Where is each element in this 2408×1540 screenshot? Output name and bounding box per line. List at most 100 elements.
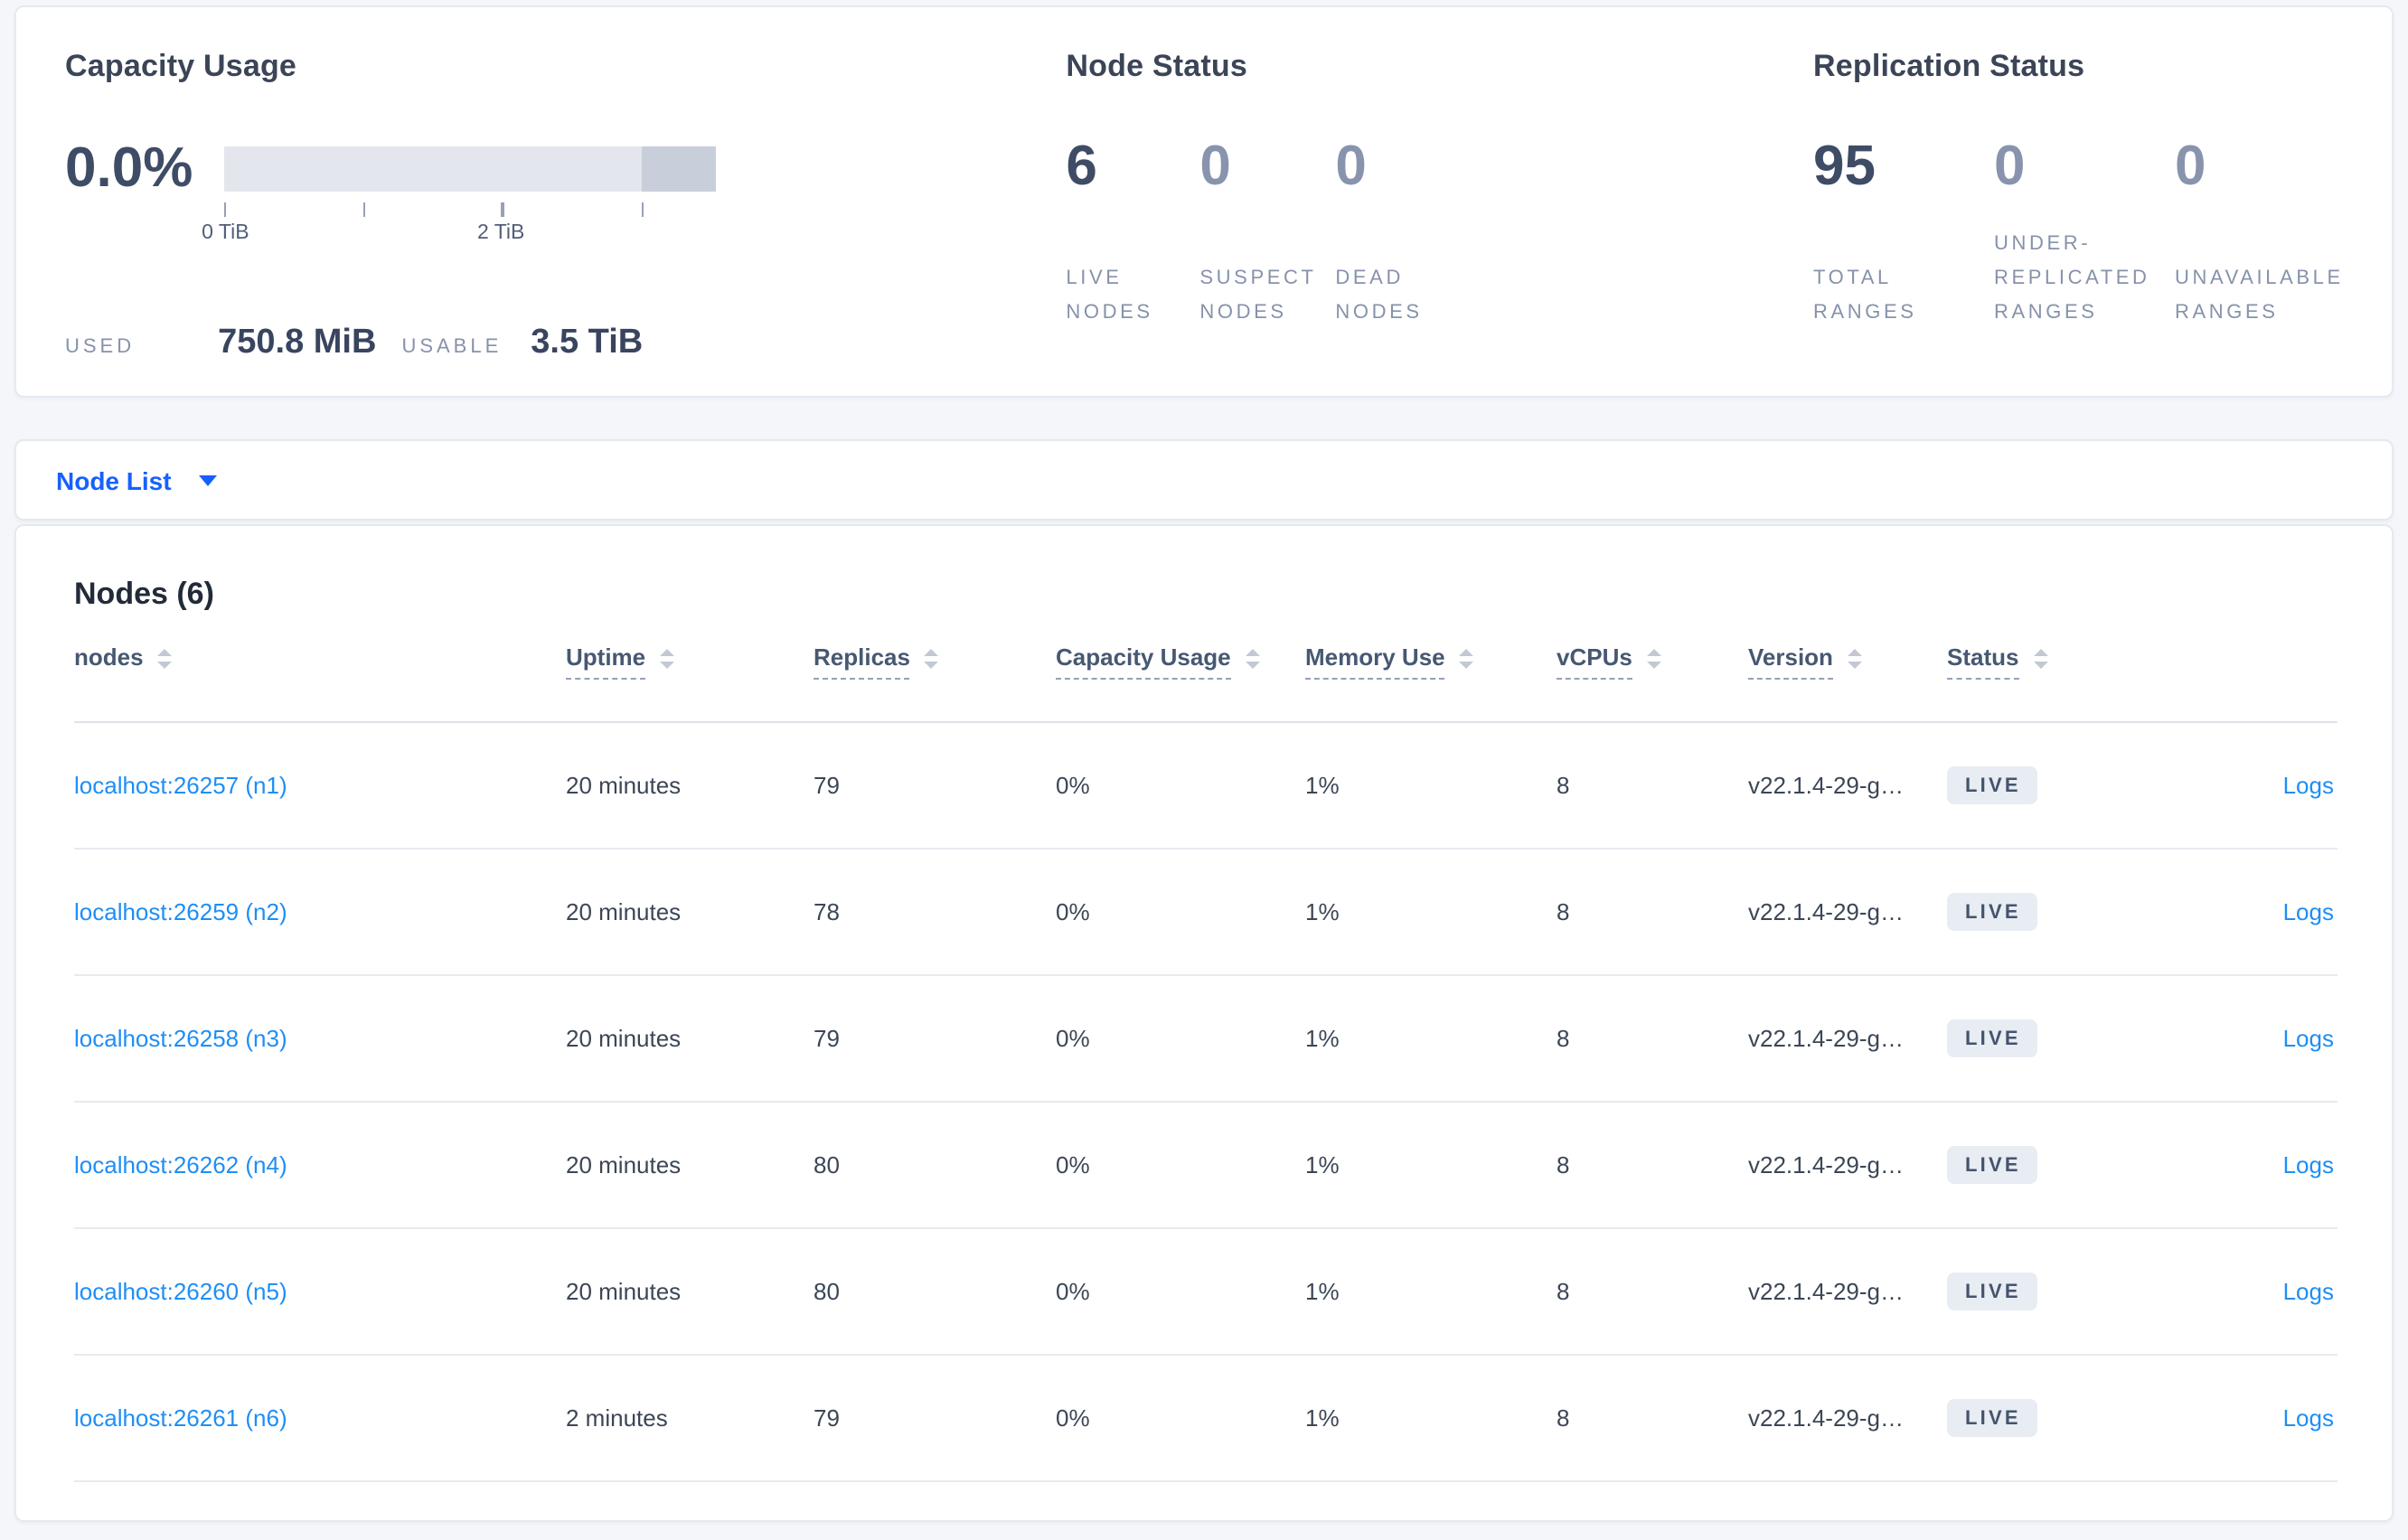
table-row: localhost:26258 (n3) 20 minutes 79 0% 1% 8 v22… — [74, 976, 2337, 1103]
logs-link[interactable]: Logs — [2282, 1151, 2334, 1178]
version-cell: v22.1.4-29-g… — [1748, 1151, 1904, 1178]
sort-icon[interactable] — [2033, 649, 2048, 668]
column-header-label[interactable]: Capacity Usage — [1056, 643, 1231, 680]
capacity-usage-cell: 0% — [1056, 772, 1090, 799]
total-ranges-label: TOTAL RANGES — [1813, 268, 1917, 324]
version-cell: v22.1.4-29-g… — [1748, 898, 1904, 925]
sort-icon[interactable] — [1847, 649, 1862, 668]
capacity-usage-cell: 0% — [1056, 1404, 1090, 1432]
status-cell: LIVE — [1947, 1146, 2135, 1184]
nodes-panel: Nodes (6) nodes Uptime Replicas Capacity Us… — [14, 524, 2394, 1522]
uptime-cell: 20 minutes — [566, 1278, 682, 1305]
sort-icon[interactable] — [1646, 649, 1661, 668]
memory-use-cell: 1% — [1305, 1151, 1340, 1178]
column-header-capacity[interactable]: Capacity Usage — [1056, 643, 1305, 680]
memory-use-cell: 1% — [1305, 1278, 1340, 1305]
node-cell: localhost:26259 (n2) — [74, 898, 566, 925]
node-link[interactable]: localhost:26260 (n5) — [74, 1278, 287, 1305]
replicas-cell: 80 — [814, 1278, 840, 1305]
node-list-dropdown[interactable]: Node List — [14, 439, 2394, 521]
vcpus-cell: 8 — [1557, 1025, 1570, 1052]
node-link[interactable]: localhost:26261 (n6) — [74, 1404, 287, 1432]
logs-link[interactable]: Logs — [2282, 898, 2334, 925]
node-status-title: Node Status — [1066, 49, 1247, 83]
chevron-down-icon — [198, 474, 217, 485]
usable-label: USABLE — [401, 336, 503, 358]
capacity-usage-cell: 0% — [1056, 1025, 1090, 1052]
sort-icon[interactable] — [1459, 649, 1474, 668]
column-header-label[interactable]: nodes — [74, 643, 144, 671]
column-header-label[interactable]: Replicas — [814, 643, 910, 680]
node-cell: localhost:26257 (n1) — [74, 772, 566, 799]
capacity-percent-value: 0.0% — [65, 136, 193, 199]
used-value: 750.8 MiB — [218, 324, 377, 362]
usable-value: 3.5 TiB — [531, 324, 644, 362]
node-link[interactable]: localhost:26258 (n3) — [74, 1025, 287, 1052]
column-header-version[interactable]: Version — [1748, 643, 1947, 680]
column-header-status[interactable]: Status — [1947, 643, 2135, 680]
vcpus-cell: 8 — [1557, 1278, 1570, 1305]
table-row: localhost:26259 (n2) 20 minutes 78 0% 1% 8 v22… — [74, 850, 2337, 976]
dead-nodes-value: 0 — [1335, 134, 1367, 197]
vcpus-cell: 8 — [1557, 772, 1570, 799]
node-status-card: Node Status 6 0 0 LIVE NODES SUSPECT NOD… — [1066, 7, 1813, 396]
logs-cell: Logs — [2135, 1278, 2337, 1305]
capacity-usage-title: Capacity Usage — [65, 49, 297, 83]
version-cell: v22.1.4-29-g… — [1748, 1025, 1904, 1052]
sort-icon[interactable] — [157, 649, 173, 668]
node-link[interactable]: localhost:26262 (n4) — [74, 1151, 287, 1178]
cluster-summary-panel: Capacity Usage 0.0% 0 TiB 2 TiB USED 750… — [14, 5, 2394, 398]
sort-icon[interactable] — [1245, 649, 1260, 668]
under-replicated-ranges-label: UNDER-REPLICATED RANGES — [1994, 232, 2150, 324]
node-link[interactable]: localhost:26257 (n1) — [74, 772, 287, 799]
status-badge: LIVE — [1947, 766, 2037, 804]
logs-cell: Logs — [2135, 772, 2337, 799]
column-header-vcpus[interactable]: vCPUs — [1557, 643, 1748, 680]
axis-tick-label: 0 TiB — [202, 222, 249, 244]
column-header-memory[interactable]: Memory Use — [1305, 643, 1557, 680]
logs-link[interactable]: Logs — [2282, 772, 2334, 799]
column-header-uptime[interactable]: Uptime — [566, 643, 814, 680]
capacity-usage-cell: 0% — [1056, 1278, 1090, 1305]
under-replicated-ranges-value: 0 — [1994, 134, 2026, 197]
status-cell: LIVE — [1947, 1399, 2135, 1437]
sort-icon[interactable] — [660, 649, 675, 668]
column-header-nodes[interactable]: nodes — [74, 643, 566, 678]
node-cell: localhost:26262 (n4) — [74, 1151, 566, 1178]
column-header-label[interactable]: vCPUs — [1557, 643, 1632, 680]
column-header-label[interactable]: Uptime — [566, 643, 646, 680]
suspect-nodes-value: 0 — [1199, 134, 1231, 197]
node-cell: localhost:26260 (n5) — [74, 1278, 566, 1305]
total-ranges-value: 95 — [1813, 134, 1876, 197]
status-badge: LIVE — [1947, 1146, 2037, 1184]
live-nodes-value: 6 — [1066, 134, 1097, 197]
table-row: localhost:26257 (n1) 20 minutes 79 0% 1% 8 v22… — [74, 723, 2337, 850]
logs-link[interactable]: Logs — [2282, 1025, 2334, 1052]
suspect-nodes-label: SUSPECT NODES — [1199, 268, 1317, 324]
capacity-usage-cell: 0% — [1056, 898, 1090, 925]
node-link[interactable]: localhost:26259 (n2) — [74, 898, 287, 925]
table-row: localhost:26262 (n4) 20 minutes 80 0% 1% 8 v22… — [74, 1103, 2337, 1229]
memory-use-cell: 1% — [1305, 1404, 1340, 1432]
status-badge: LIVE — [1947, 1019, 2037, 1057]
live-nodes-label: LIVE NODES — [1066, 268, 1153, 324]
capacity-usage-cell: 0% — [1056, 1151, 1090, 1178]
column-header-replicas[interactable]: Replicas — [814, 643, 1056, 680]
column-header-label[interactable]: Memory Use — [1305, 643, 1445, 680]
nodes-table-body: localhost:26257 (n1) 20 minutes 79 0% 1% 8 v22… — [74, 723, 2337, 1482]
axis-tick — [641, 202, 644, 217]
logs-cell: Logs — [2135, 1404, 2337, 1432]
node-list-dropdown-label[interactable]: Node List — [56, 465, 172, 494]
column-header-label[interactable]: Version — [1748, 643, 1833, 680]
capacity-usage-card: Capacity Usage 0.0% 0 TiB 2 TiB USED 750… — [16, 7, 1066, 396]
capacity-gauge-usable-bar — [223, 146, 716, 192]
replicas-cell: 80 — [814, 1151, 840, 1178]
axis-tick — [362, 202, 366, 217]
column-header-label[interactable]: Status — [1947, 643, 2019, 680]
logs-link[interactable]: Logs — [2282, 1404, 2334, 1432]
capacity-gauge: 0 TiB 2 TiB — [202, 146, 716, 244]
logs-link[interactable]: Logs — [2282, 1278, 2334, 1305]
node-cell: localhost:26261 (n6) — [74, 1404, 566, 1432]
vcpus-cell: 8 — [1557, 898, 1570, 925]
sort-icon[interactable] — [924, 649, 939, 668]
